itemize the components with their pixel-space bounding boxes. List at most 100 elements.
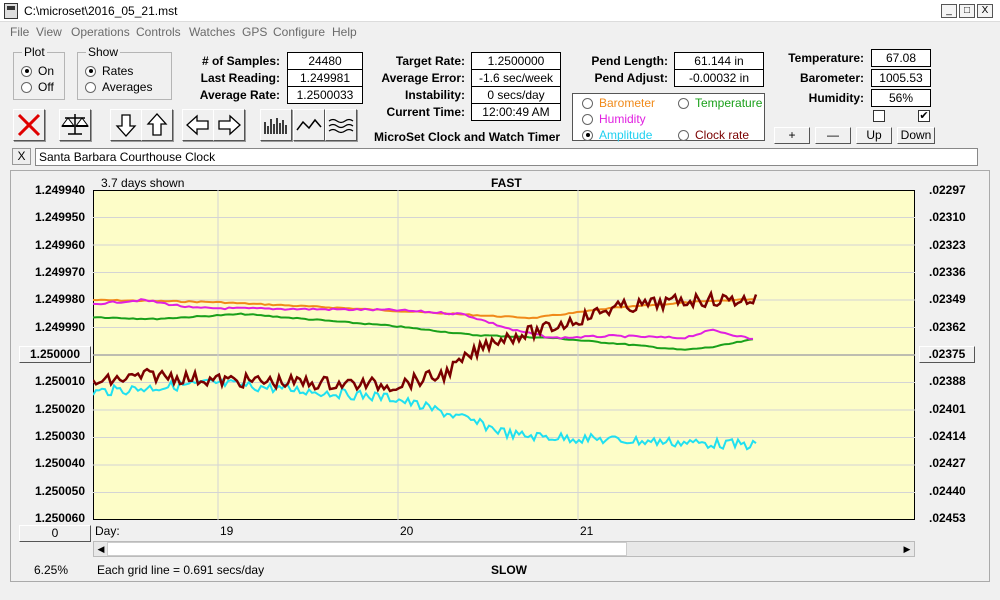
left-axis-tick: 1.250030 — [34, 429, 85, 443]
down-button[interactable]: Down — [897, 127, 935, 144]
legend-amplitude[interactable]: Amplitude — [582, 128, 652, 142]
line-graph-icon — [296, 118, 322, 131]
menu-configure[interactable]: Configure — [273, 25, 326, 39]
menu-operations[interactable]: Operations — [71, 25, 130, 39]
wave-icon — [328, 118, 354, 134]
menu-file[interactable]: File — [10, 25, 30, 39]
barometer-value: 1005.53 — [871, 69, 931, 87]
legend-temperature[interactable]: Temperature — [678, 96, 762, 110]
day-tick-20: 20 — [400, 524, 414, 538]
minus-button[interactable]: — — [815, 127, 851, 144]
left-axis-tick: 1.250060 — [34, 511, 85, 525]
last-reading-value: 1.249981 — [287, 69, 363, 87]
target-rate-value[interactable]: 1.2500000 — [471, 52, 561, 70]
plot-off-label: Off — [38, 80, 54, 94]
legend-barometer[interactable]: Barometer — [582, 96, 655, 110]
pend-length-value[interactable]: 61.144 in — [674, 52, 764, 70]
legend-humidity[interactable]: Humidity — [582, 112, 646, 126]
menu-view[interactable]: View — [36, 25, 62, 39]
barometer-label: Barometer: — [799, 71, 864, 85]
arrow-right-icon — [218, 114, 241, 136]
window-title: C:\microset\2016_05_21.mst — [24, 4, 178, 18]
legend-amplitude-label: Amplitude — [599, 128, 653, 142]
left-axis-tick: 1.249960 — [34, 237, 85, 252]
day-axis-label: Day: — [95, 524, 120, 538]
show-averages-label: Averages — [102, 80, 153, 94]
plot-off-radio[interactable]: Off — [21, 80, 54, 94]
left-axis-tick: 1.249990 — [34, 319, 85, 334]
plot-on-radio[interactable]: On — [21, 64, 54, 78]
left-axis-tick: 1.250010 — [34, 374, 85, 389]
wave-graph-button[interactable] — [325, 109, 357, 141]
menu-controls[interactable]: Controls — [136, 25, 181, 39]
left-zero-button[interactable]: 1.250000 — [19, 346, 91, 363]
humidity-value: 56% — [871, 89, 931, 107]
amplitude-line — [93, 378, 757, 451]
plus-button[interactable]: + — [774, 127, 810, 144]
scroll-right-icon[interactable]: ▶ — [903, 544, 911, 554]
radio-icon — [582, 97, 593, 109]
unchecked-checkbox[interactable] — [873, 110, 885, 122]
series-legend — [572, 93, 765, 141]
scroll-left-icon[interactable]: ◀ — [97, 544, 105, 554]
radio-icon — [678, 129, 689, 141]
average-error-value: -1.6 sec/week — [471, 69, 561, 87]
checked-checkbox[interactable]: ✔ — [918, 110, 930, 122]
show-legend: Show — [88, 45, 119, 59]
radio-icon — [85, 81, 96, 93]
minimize-button[interactable]: _ — [941, 4, 957, 18]
left-axis-tick: 1.250050 — [34, 483, 85, 498]
line-graph-button[interactable] — [293, 109, 325, 141]
up-button[interactable]: Up — [856, 127, 892, 144]
reset-zero-button[interactable]: 0 — [19, 525, 91, 542]
close-window-button[interactable]: X — [977, 4, 993, 18]
show-averages-radio[interactable]: Averages — [85, 80, 152, 94]
red-x-icon — [17, 113, 41, 137]
right-axis-tick: .02440 — [929, 483, 966, 498]
scroll-right-button[interactable] — [213, 109, 245, 141]
radio-selected-icon — [582, 129, 593, 141]
right-axis-tick: .02297 — [929, 183, 966, 197]
scroll-down-button[interactable] — [110, 109, 142, 141]
show-rates-radio[interactable]: Rates — [85, 64, 133, 78]
app-icon — [4, 3, 18, 19]
right-zero-button[interactable]: .02375 — [919, 346, 975, 363]
arrow-left-icon — [186, 114, 209, 136]
temperature-line — [93, 312, 754, 351]
right-axis-tick: .02414 — [929, 429, 966, 443]
plot-group: Plot — [13, 45, 65, 100]
clear-clock-button[interactable]: X — [12, 148, 31, 165]
humidity-line — [93, 298, 754, 340]
legend-barometer-label: Barometer — [599, 96, 656, 110]
fast-label: FAST — [491, 176, 522, 190]
scrollbar-thumb[interactable] — [107, 542, 627, 556]
average-rate-label: Average Rate: — [199, 88, 280, 102]
bar-graph-button[interactable] — [260, 109, 292, 141]
app-subtitle: MicroSet Clock and Watch Timer — [374, 130, 561, 144]
plot-on-label: On — [38, 64, 55, 78]
menu-watches[interactable]: Watches — [189, 25, 236, 39]
stop-button[interactable] — [13, 109, 45, 141]
days-shown: 3.7 days shown — [101, 176, 185, 190]
maximize-button[interactable]: □ — [959, 4, 975, 18]
scroll-left-button[interactable] — [182, 109, 214, 141]
show-rates-label: Rates — [102, 64, 134, 78]
legend-clock-rate[interactable]: Clock rate — [678, 128, 749, 142]
temperature-label: Temperature: — [788, 51, 864, 65]
right-axis-tick: .02323 — [929, 237, 966, 252]
right-axis-tick: .02362 — [929, 319, 966, 334]
radio-selected-icon — [85, 65, 96, 77]
menu-help[interactable]: Help — [332, 25, 357, 39]
title-bar: C:\microset\2016_05_21.mst _ □ X — [0, 0, 1000, 22]
balance-button[interactable] — [59, 109, 91, 141]
legend-clock-rate-label: Clock rate — [695, 128, 750, 142]
menu-gps[interactable]: GPS — [242, 25, 268, 39]
scroll-up-button[interactable] — [141, 109, 173, 141]
right-axis-tick: .02310 — [929, 210, 966, 225]
zoom-level: 6.25% — [34, 563, 69, 577]
slow-label: SLOW — [491, 563, 527, 577]
radio-icon — [678, 97, 689, 109]
humidity-label: Humidity: — [808, 91, 864, 105]
clock-name-field[interactable]: Santa Barbara Courthouse Clock — [35, 148, 978, 166]
show-group: Show — [77, 45, 172, 100]
